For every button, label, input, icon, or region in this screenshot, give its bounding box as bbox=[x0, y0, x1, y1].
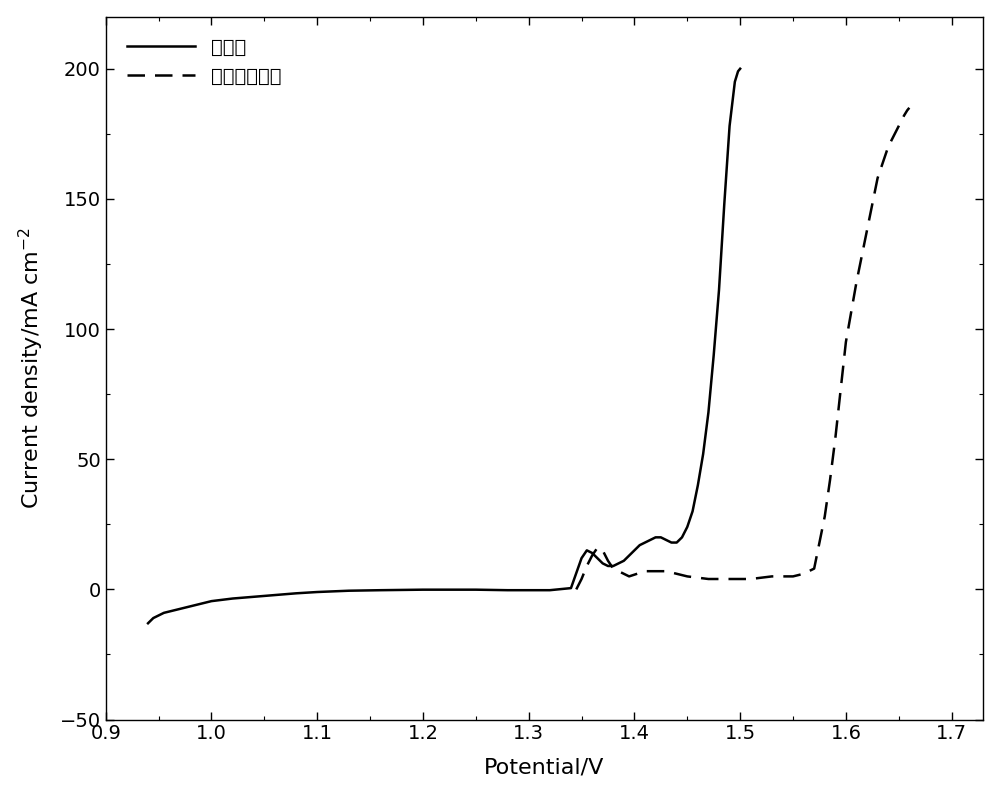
Y-axis label: Current density/mA cm$^{-2}$: Current density/mA cm$^{-2}$ bbox=[17, 227, 46, 509]
X-axis label: Potential/V: Potential/V bbox=[484, 757, 605, 777]
Legend: 本发明, 商业镍铁合金: 本发明, 商业镍铁合金 bbox=[115, 26, 293, 98]
